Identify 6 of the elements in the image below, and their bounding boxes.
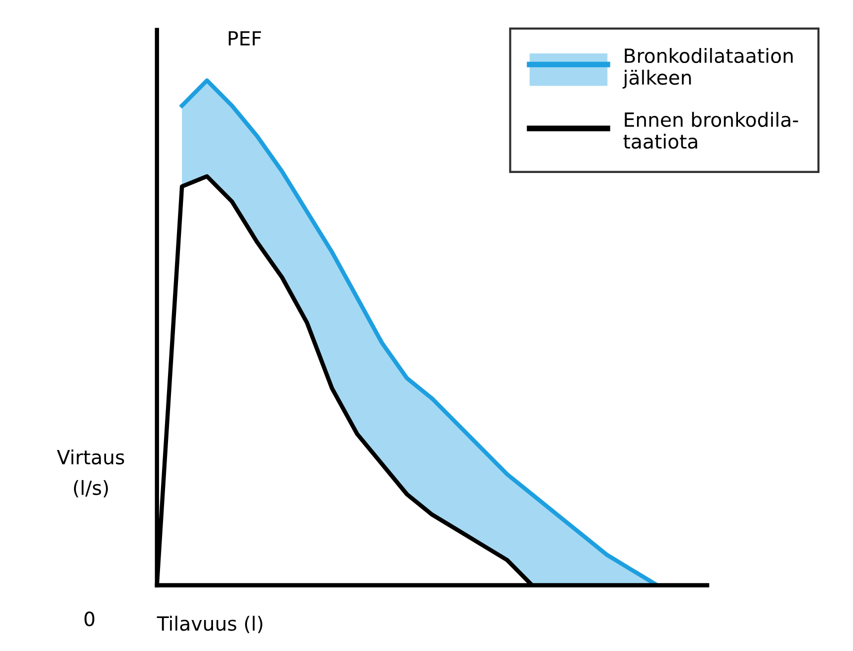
x-axis-title: Tilavuus (l) — [156, 616, 262, 634]
text: 0 — [84, 612, 94, 626]
legend-label: Ennen bronkodila- taatiota — [623, 112, 798, 149]
text: PEF — [228, 31, 261, 46]
y-axis-title: Virtaus (l/s) — [56, 449, 124, 498]
legend-label: Bronkodilataation jälkeen — [622, 48, 793, 89]
